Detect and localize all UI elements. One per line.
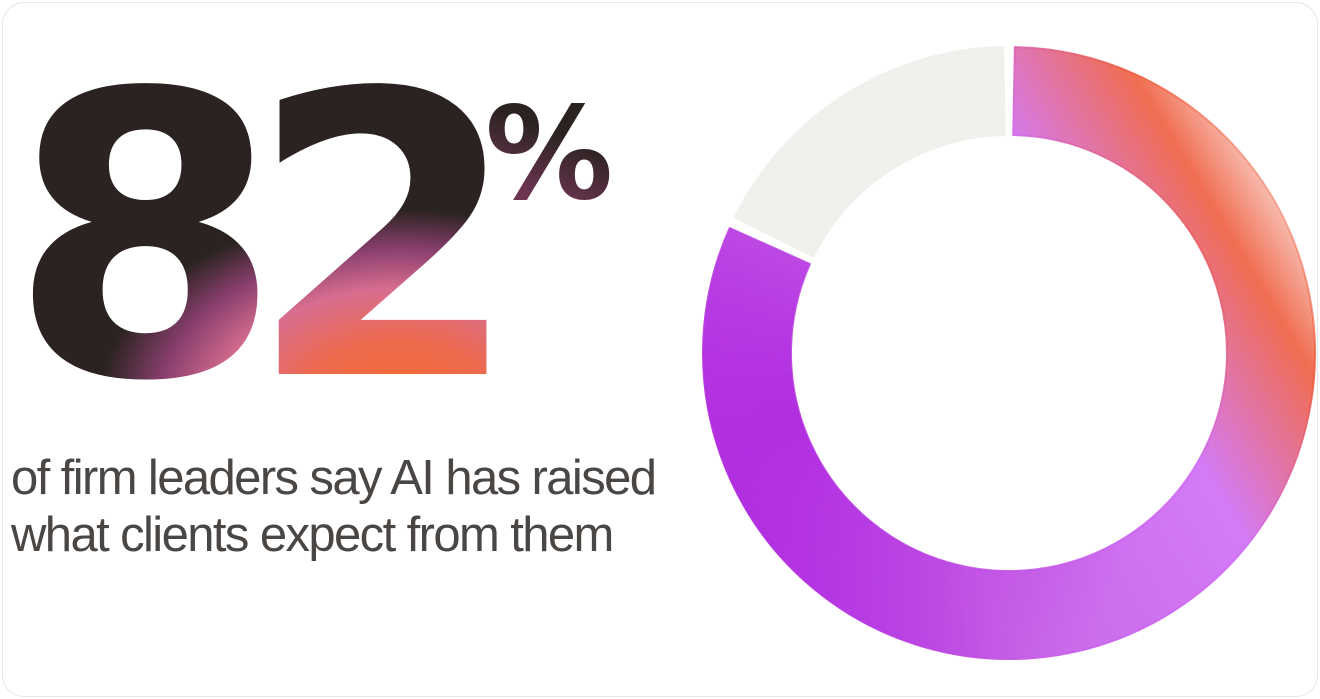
stat-value: 82 xyxy=(9,11,520,467)
stat-figure: 82 % xyxy=(9,43,649,435)
stat-caption: of firm leaders say AI has raised what c… xyxy=(11,451,657,562)
stat-unit: % xyxy=(485,80,614,229)
donut-chart-svg xyxy=(702,46,1316,660)
donut-segment-remainder xyxy=(733,46,1006,258)
donut-chart xyxy=(693,37,1317,669)
